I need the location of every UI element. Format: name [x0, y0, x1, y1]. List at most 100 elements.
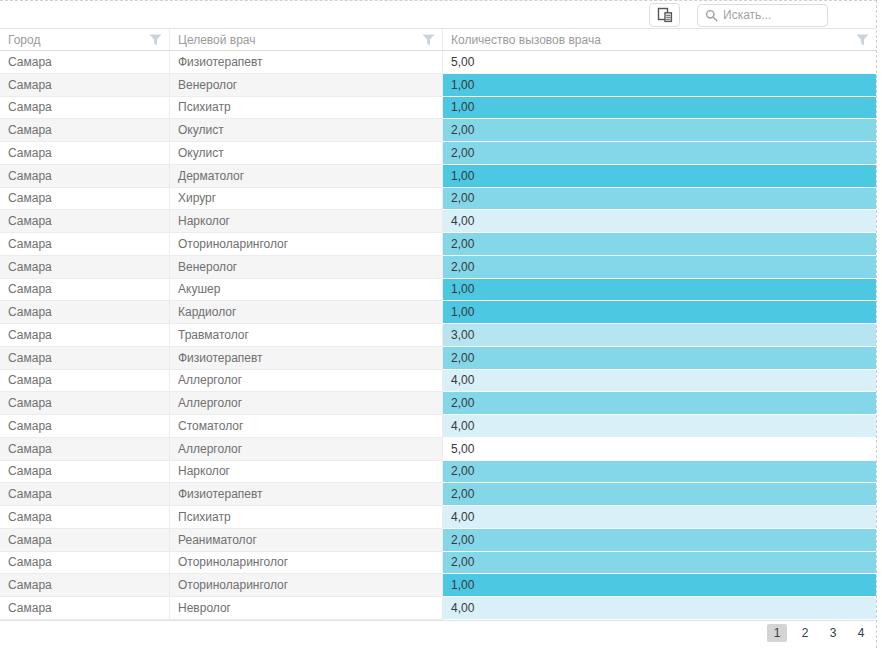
cell-calls: 4,00 [443, 210, 876, 233]
cell-doctor: Реаниматолог [170, 529, 443, 552]
cell-doctor: Хирург [170, 188, 443, 211]
cell-city: Самара [0, 233, 170, 256]
table-row[interactable]: СамараАллерголог2,00 [0, 392, 876, 415]
cell-doctor: Стоматолог [170, 415, 443, 438]
table-row[interactable]: СамараАллерголог5,00 [0, 438, 876, 461]
column-header[interactable]: Количество вызовов врача [443, 29, 876, 50]
column-header[interactable]: Город [0, 29, 170, 50]
cell-city: Самара [0, 142, 170, 165]
cell-city: Самара [0, 506, 170, 529]
cell-calls: 2,00 [443, 256, 876, 279]
table-row[interactable]: СамараФизиотерапевт2,00 [0, 347, 876, 370]
table-row[interactable]: СамараАкушер1,00 [0, 279, 876, 302]
cell-city: Самара [0, 347, 170, 370]
table-row[interactable]: СамараДерматолог1,00 [0, 165, 876, 188]
cell-city: Самара [0, 165, 170, 188]
table-row[interactable]: СамараНарколог2,00 [0, 461, 876, 484]
cell-city: Самара [0, 483, 170, 506]
cell-city: Самара [0, 574, 170, 597]
cell-calls: 2,00 [443, 461, 876, 484]
cell-calls: 1,00 [443, 74, 876, 97]
funnel-icon[interactable] [856, 34, 869, 46]
cell-city: Самара [0, 188, 170, 211]
pager-page-2[interactable]: 2 [795, 624, 815, 642]
table-row[interactable]: СамараОториноларинголог2,00 [0, 552, 876, 575]
cell-doctor: Венеролог [170, 74, 443, 97]
grid-toolbar [0, 2, 876, 28]
cell-city: Самара [0, 301, 170, 324]
cell-doctor: Окулист [170, 119, 443, 142]
cell-doctor: Аллерголог [170, 438, 443, 461]
table-row[interactable]: СамараНарколог4,00 [0, 210, 876, 233]
search-box[interactable] [697, 4, 828, 27]
table-row[interactable]: СамараТравматолог3,00 [0, 324, 876, 347]
table-row[interactable]: СамараОториноларинголог1,00 [0, 574, 876, 597]
table-row[interactable]: СамараРеаниматолог2,00 [0, 529, 876, 552]
data-grid: ГородЦелевой врач Количество вызовов врач… [0, 28, 876, 621]
column-chooser-button[interactable] [649, 3, 680, 27]
cell-city: Самара [0, 279, 170, 302]
widget-right-dashed-border [876, 0, 877, 648]
table-row[interactable]: СамараПсихиатр1,00 [0, 97, 876, 120]
cell-city: Самара [0, 51, 170, 74]
table-row[interactable]: СамараКардиолог1,00 [0, 301, 876, 324]
cell-doctor: Психиатр [170, 506, 443, 529]
table-row[interactable]: СамараВенеролог1,00 [0, 74, 876, 97]
table-row[interactable]: СамараОкулист2,00 [0, 119, 876, 142]
cell-city: Самара [0, 415, 170, 438]
funnel-icon[interactable] [422, 34, 435, 46]
dashboard-grid-widget: ГородЦелевой врач Количество вызовов врач… [0, 0, 882, 648]
table-row[interactable]: СамараОкулист2,00 [0, 142, 876, 165]
cell-city: Самара [0, 552, 170, 575]
cell-city: Самара [0, 370, 170, 393]
table-row[interactable]: СамараСтоматолог4,00 [0, 415, 876, 438]
cell-doctor: Физиотерапевт [170, 51, 443, 74]
table-row[interactable]: СамараФизиотерапевт2,00 [0, 483, 876, 506]
table-row[interactable]: СамараВенеролог2,00 [0, 256, 876, 279]
cell-city: Самара [0, 529, 170, 552]
cell-doctor: Венеролог [170, 256, 443, 279]
search-input[interactable] [723, 8, 823, 22]
pager-page-3[interactable]: 3 [823, 624, 843, 642]
grid-body: СамараФизиотерапевт5,00СамараВенеролог1,… [0, 51, 876, 621]
cell-doctor: Аллерголог [170, 392, 443, 415]
pager-page-1[interactable]: 1 [767, 624, 787, 642]
cell-city: Самара [0, 597, 170, 620]
cell-doctor: Оториноларинголог [170, 574, 443, 597]
cell-city: Самара [0, 438, 170, 461]
widget-top-dashed-border [0, 0, 877, 1]
cell-calls: 4,00 [443, 415, 876, 438]
cell-city: Самара [0, 392, 170, 415]
column-header-label: Количество вызовов врача [451, 33, 601, 47]
cell-calls: 2,00 [443, 188, 876, 211]
cell-calls: 1,00 [443, 165, 876, 188]
cell-calls: 2,00 [443, 347, 876, 370]
table-row[interactable]: СамараОториноларинголог2,00 [0, 233, 876, 256]
column-header[interactable]: Целевой врач [170, 29, 443, 50]
cell-calls: 2,00 [443, 483, 876, 506]
cell-city: Самара [0, 74, 170, 97]
pager-page-4[interactable]: 4 [851, 624, 871, 642]
cell-doctor: Окулист [170, 142, 443, 165]
cell-doctor: Акушер [170, 279, 443, 302]
cell-doctor: Травматолог [170, 324, 443, 347]
table-row[interactable]: СамараАллерголог4,00 [0, 370, 876, 393]
cell-calls: 4,00 [443, 370, 876, 393]
cell-calls: 4,00 [443, 597, 876, 620]
cell-calls: 2,00 [443, 392, 876, 415]
cell-doctor: Дерматолог [170, 165, 443, 188]
cell-calls: 1,00 [443, 279, 876, 302]
cell-doctor: Кардиолог [170, 301, 443, 324]
funnel-icon[interactable] [149, 34, 162, 46]
table-row[interactable]: СамараНевролог4,00 [0, 597, 876, 620]
table-row[interactable]: СамараФизиотерапевт5,00 [0, 51, 876, 74]
cell-doctor: Оториноларинголог [170, 233, 443, 256]
cell-doctor: Оториноларинголог [170, 552, 443, 575]
search-icon [705, 9, 718, 22]
cell-doctor: Невролог [170, 597, 443, 620]
table-row[interactable]: СамараХирург2,00 [0, 188, 876, 211]
table-row[interactable]: СамараПсихиатр4,00 [0, 506, 876, 529]
pager: 1234 [767, 624, 871, 642]
cell-calls: 2,00 [443, 119, 876, 142]
cell-city: Самара [0, 119, 170, 142]
